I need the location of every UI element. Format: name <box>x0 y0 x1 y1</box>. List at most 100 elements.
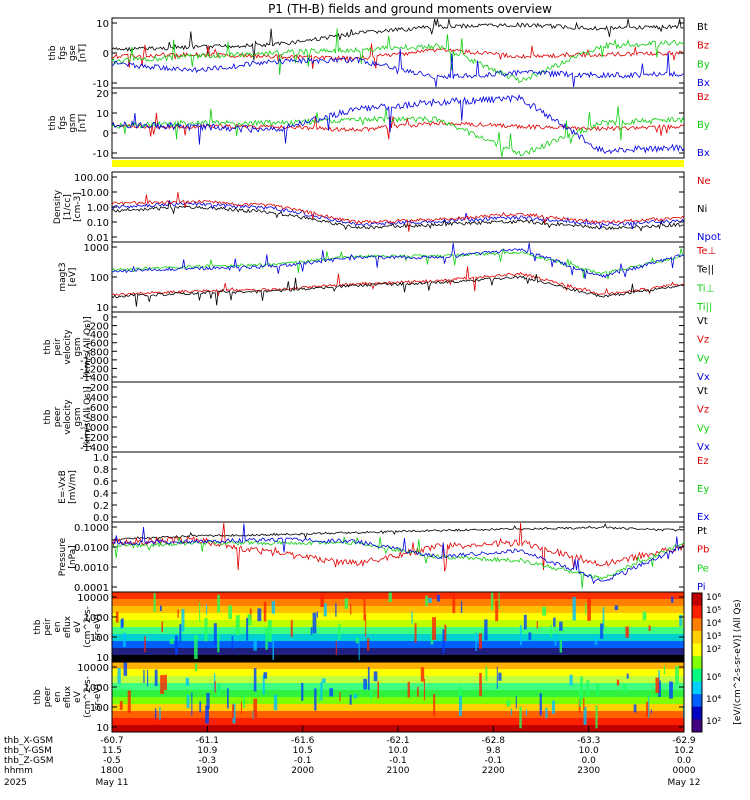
spectrogram-streak <box>161 621 164 633</box>
spectrogram-streak <box>186 694 190 709</box>
colorbar-tick: 10⁴ <box>706 695 721 705</box>
legend-entry: Pb <box>697 545 709 556</box>
spectrogram-streak <box>477 636 479 644</box>
legend-entry: Vy <box>697 353 710 364</box>
spectrogram-streak <box>495 600 499 622</box>
colorbar-tick: 10⁶ <box>706 673 721 683</box>
spectrogram-streak <box>217 683 221 697</box>
legend-entry: Te|| <box>696 265 714 276</box>
spectrogram-streak <box>363 598 366 621</box>
tick-label: -1200 <box>80 433 109 444</box>
spectrogram-streak <box>586 679 590 697</box>
spectrogram-streak <box>363 678 368 690</box>
spectrogram-streak <box>369 691 373 699</box>
spectrogram-band <box>112 676 684 684</box>
colorbar-label: [eV/(cm^2-s-sr-eV)] (All Qs) <box>733 599 743 724</box>
spectrogram-streak <box>367 666 370 690</box>
spectrogram-streak <box>301 682 304 701</box>
spectrogram-streak <box>199 602 201 622</box>
y-axis-label: eV <box>73 690 83 703</box>
spectrogram-streak <box>626 673 629 679</box>
colorbar-swatch <box>692 605 702 619</box>
x-row-label: thb_Y-GSM <box>4 746 52 756</box>
spectrogram-streak <box>496 666 498 689</box>
series-line-red <box>111 522 685 572</box>
spectrogram-band <box>112 711 684 719</box>
tick-label: 1.00 <box>87 203 109 214</box>
tick-label: 0.0001 <box>74 583 109 594</box>
legend-entry: Vy <box>697 423 710 434</box>
spectrogram-streak <box>121 688 124 693</box>
spectrogram-streak <box>249 608 252 620</box>
spectrogram-streak <box>174 635 179 655</box>
x-row-value: -62.8 <box>482 736 506 746</box>
spectrogram-streak <box>349 694 352 705</box>
spectrogram-streak <box>227 688 229 709</box>
panel-peir_spec: 10000 1000 100 10 thb peir en eflux eV (cm^2-s-sr… <box>33 591 685 664</box>
y-axis-label: [nT] <box>78 44 88 62</box>
spectrogram-band <box>112 690 684 698</box>
y-axis-label: fgs <box>58 116 68 130</box>
colorbar-swatch <box>692 656 702 670</box>
y-axis-label: gsm <box>68 113 78 132</box>
spectrogram-streak <box>367 638 370 651</box>
tick-label: -1000 <box>80 356 109 367</box>
spectrogram-streak <box>273 694 278 711</box>
spectrogram-streak <box>320 592 324 608</box>
spectrogram-streak <box>231 635 234 650</box>
tick-label: 10000 <box>77 593 109 604</box>
y-axis-label: thb <box>43 409 53 424</box>
spectrogram-streak <box>528 632 532 641</box>
colorbar-swatch <box>692 668 702 682</box>
panel-efield: 1.00.80.60.40.20.0 E=-VxB [mV/m] Ez Ey Ex <box>58 451 709 524</box>
spectrogram-streak <box>263 601 267 622</box>
legend-entry: By <box>697 59 710 70</box>
tick-label: 100 <box>90 703 109 714</box>
tick-label: 100 <box>90 273 109 284</box>
spectrogram-band <box>112 613 684 621</box>
x-row-value: -62.1 <box>386 736 409 746</box>
tick-label: 10 <box>96 109 109 120</box>
spectrogram-streak <box>191 692 193 716</box>
spectrogram-band <box>112 648 684 656</box>
spectrogram-streak <box>243 695 246 708</box>
spectrogram-streak <box>633 704 637 713</box>
spectrogram-streak <box>213 673 216 692</box>
x-row-value: -61.6 <box>291 736 315 746</box>
y-axis-label: sr-eV) <box>93 614 103 640</box>
tick-label: -800 <box>86 347 109 358</box>
panel-density: 100.00 10.00 1.00 0.10 0.01 Density [1/cc] [cm-… <box>53 171 721 244</box>
tick-label: 1000 <box>84 243 109 254</box>
x-row-label: thb_X-GSM <box>4 736 53 746</box>
spectrogram-streak <box>268 619 272 642</box>
y-axis-label: sr-eV) <box>93 684 103 710</box>
tick-label: 10 <box>96 19 109 30</box>
spectrogram-streak <box>579 688 582 707</box>
tick-label: 10 <box>96 653 109 664</box>
spectrogram-band <box>112 599 684 607</box>
y-axis-label: [1/cc] <box>63 194 73 220</box>
series-line-green <box>111 28 685 84</box>
spectrogram-band <box>112 634 684 642</box>
tick-label: -400 <box>86 393 109 404</box>
spectrogram-streak <box>669 681 673 699</box>
spectrogram-streak <box>263 672 268 679</box>
spectrogram-streak <box>519 625 522 645</box>
spectrogram-band <box>112 697 684 705</box>
spectrogram-streak <box>355 638 359 644</box>
x-row-value: -0.1 <box>294 756 312 766</box>
yellow-bar <box>112 160 684 167</box>
legend-entry: Vt <box>697 386 708 397</box>
x-row-value: 0.0 <box>582 756 597 766</box>
spectrogram-band <box>112 669 684 677</box>
spectrogram-streak <box>318 686 320 703</box>
spectrogram-streak <box>153 592 156 613</box>
spectrogram-streak <box>271 600 276 614</box>
spectrogram-streak <box>119 701 123 710</box>
y-axis-label: peir <box>53 338 63 356</box>
spectrogram-streak <box>217 594 220 613</box>
tick-label: -1400 <box>80 373 109 384</box>
spectrogram-streak <box>257 608 262 622</box>
